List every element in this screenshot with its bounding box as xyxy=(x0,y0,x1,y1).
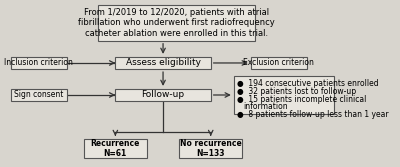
Text: Sign consent: Sign consent xyxy=(14,91,64,100)
Text: No recurrence
N=133: No recurrence N=133 xyxy=(180,139,242,158)
Text: Assess eligibility: Assess eligibility xyxy=(126,58,200,67)
FancyBboxPatch shape xyxy=(11,89,67,101)
FancyBboxPatch shape xyxy=(251,57,307,69)
Text: ●  15 patients incomplete clinical: ● 15 patients incomplete clinical xyxy=(237,95,366,104)
Text: Inclusion criterion: Inclusion criterion xyxy=(4,58,73,67)
Text: From 1/2019 to 12/2020, patients with atrial
fibrillation who underwent first ra: From 1/2019 to 12/2020, patients with at… xyxy=(78,8,275,38)
Text: Recurrence
N=61: Recurrence N=61 xyxy=(91,139,140,158)
Text: information: information xyxy=(243,102,288,111)
FancyBboxPatch shape xyxy=(84,139,147,158)
Text: ●  32 patients lost to follow-up: ● 32 patients lost to follow-up xyxy=(237,87,356,96)
FancyBboxPatch shape xyxy=(11,57,67,69)
Text: Follow-up: Follow-up xyxy=(142,91,185,100)
FancyBboxPatch shape xyxy=(115,57,211,69)
FancyBboxPatch shape xyxy=(234,76,334,114)
Text: ●  8 patients follow-up less than 1 year: ● 8 patients follow-up less than 1 year xyxy=(237,110,389,119)
Text: Exclusion criterion: Exclusion criterion xyxy=(244,58,314,67)
FancyBboxPatch shape xyxy=(98,5,255,41)
FancyBboxPatch shape xyxy=(115,89,211,101)
FancyBboxPatch shape xyxy=(179,139,242,158)
Text: ●  194 consecutive patients enrolled: ● 194 consecutive patients enrolled xyxy=(237,79,379,88)
